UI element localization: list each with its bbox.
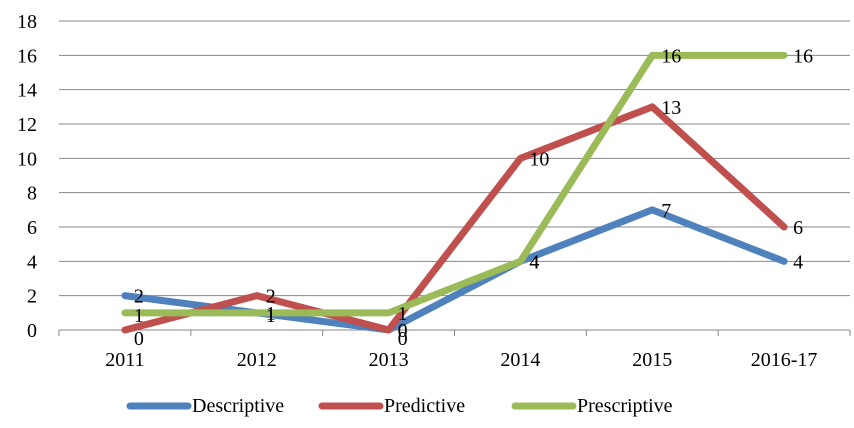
y-tick-label-6: 6 <box>27 217 37 239</box>
legend-label-prescriptive: Prescriptive <box>577 395 673 417</box>
data-label-descriptive-0: 2 <box>134 286 144 308</box>
x-axis-tick-labels: 2011 2012 2013 2014 2015 2016-17 <box>105 349 817 371</box>
data-label-prescriptive-3: 4 <box>529 251 539 273</box>
data-label-prescriptive-1: 1 <box>266 305 276 327</box>
y-tick-label-14: 14 <box>17 80 37 102</box>
data-label-prescriptive-4: 16 <box>661 45 681 67</box>
data-label-predictive-3: 10 <box>529 148 549 170</box>
x-tick-label-2016-17: 2016-17 <box>751 349 818 371</box>
data-label-predictive-5: 6 <box>793 217 803 239</box>
y-tick-label-0: 0 <box>27 320 37 342</box>
data-label-descriptive-3: 4 <box>529 251 539 273</box>
data-label-prescriptive-5: 16 <box>793 45 813 67</box>
series-line-predictive <box>121 103 788 334</box>
data-label-predictive-1: 2 <box>266 286 276 308</box>
data-label-predictive-0: 0 <box>134 328 144 350</box>
data-label-descriptive-4: 7 <box>661 200 671 222</box>
y-tick-label-2: 2 <box>27 286 37 308</box>
data-label-predictive-2: 0 <box>398 328 408 350</box>
data-label-predictive-4: 13 <box>661 97 681 119</box>
y-tick-label-10: 10 <box>17 148 37 170</box>
grid-lines <box>59 20 850 297</box>
data-label-prescriptive-0: 1 <box>134 305 144 327</box>
x-tick-label-2014: 2014 <box>500 349 540 371</box>
x-tick-label-2015: 2015 <box>632 349 672 371</box>
y-tick-label-4: 4 <box>27 251 37 273</box>
series-line-prescriptive <box>121 51 788 317</box>
data-label-descriptive-5: 4 <box>793 251 803 273</box>
x-tick-label-2012: 2012 <box>237 349 277 371</box>
y-tick-label-8: 8 <box>27 183 37 205</box>
data-label-descriptive-2: 0 <box>398 320 408 342</box>
axes <box>58 329 851 336</box>
data-label-prescriptive-2: 1 <box>398 303 408 325</box>
y-axis-tick-labels: 0 2 4 6 8 10 12 14 16 18 <box>17 11 37 342</box>
y-tick-label-18: 18 <box>17 11 37 33</box>
legend: Descriptive Predictive Prescriptive <box>126 395 673 417</box>
data-label-descriptive-1: 1 <box>266 303 276 325</box>
legend-label-descriptive: Descriptive <box>192 395 284 417</box>
y-tick-label-16: 16 <box>17 45 37 67</box>
legend-label-predictive: Predictive <box>384 395 465 417</box>
x-tick-label-2011: 2011 <box>105 349 144 371</box>
x-tick-label-2013: 2013 <box>369 349 409 371</box>
series-lines <box>121 51 788 334</box>
y-tick-label-12: 12 <box>17 114 37 136</box>
